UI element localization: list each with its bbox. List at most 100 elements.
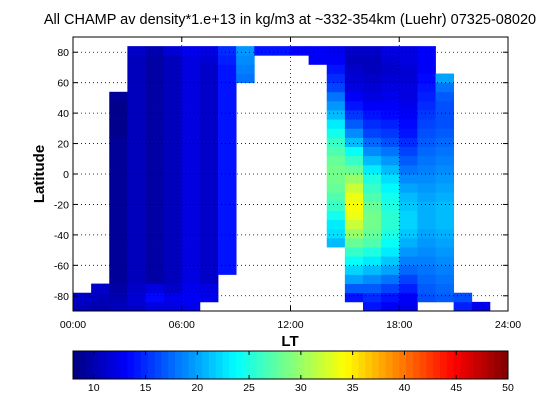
colorbar-swatch [215,351,224,379]
heatmap-cell [163,210,183,221]
heatmap-cell [109,237,128,248]
heatmap-cell [199,155,219,166]
heatmap-cell [181,164,201,175]
colorbar-swatch [127,351,135,379]
y-tick-label: 60 [57,78,69,90]
heatmap-cell [199,110,219,120]
heatmap-cell [399,64,418,74]
heatmap-cell [127,265,146,275]
heatmap-cell [218,247,237,257]
heatmap-cell [218,82,237,93]
heatmap-cell [381,301,400,312]
colorbar-swatch [236,351,244,379]
heatmap-cell [344,100,364,111]
grid-lines [73,37,508,311]
colorbar-swatch [310,351,319,379]
heatmap-cell [363,46,382,56]
x-tick-label: 12:00 [277,319,303,331]
heatmap-cell [381,100,400,111]
heatmap-cell [199,100,219,111]
heatmap-cell [381,292,400,303]
colorbar-swatch [406,351,414,379]
heatmap-cell [381,247,400,257]
heatmap-cell [145,292,165,303]
heatmap-cell [326,228,346,239]
heatmap-cell [199,201,219,211]
heatmap-cell [127,274,146,284]
heatmap-cell [218,265,237,275]
heatmap-cell [417,100,436,111]
heatmap-cell [435,237,455,248]
colorbar-swatch [304,351,312,379]
heatmap-cell [163,119,183,129]
heatmap-cell [145,100,165,111]
heatmap-cell [199,137,219,147]
heatmap-cell [344,164,364,175]
heatmap-cell [435,174,455,184]
heatmap-cell [417,73,436,84]
heatmap-cell [145,301,165,312]
heatmap-cell [326,100,346,111]
heatmap-cell [218,219,237,230]
colorbar-tick-label: 20 [191,382,203,394]
heatmap-cell [417,46,436,56]
heatmap-cell [163,64,183,74]
heatmap-cell [163,265,183,275]
heatmap-cell [381,256,400,266]
heatmap-cell [127,164,146,175]
y-tick-label: 20 [57,139,69,151]
heatmap-cell [109,301,128,312]
colorbar-swatch [460,351,468,379]
colorbar-swatch [256,351,264,379]
heatmap-cell [326,137,346,147]
heatmap-cell [181,55,201,65]
heatmap-cell [163,137,183,147]
x-axis-label: LT [281,333,298,350]
heatmap-cell [145,192,165,202]
heatmap-cell [381,274,400,284]
heatmap-cell [218,146,237,157]
heatmap-cell [109,100,128,111]
heatmap-cell [344,256,364,266]
heatmap-cell [199,292,219,303]
heatmap-cell [163,46,183,56]
heatmap-cell [399,137,418,147]
colorbar-swatch [73,351,81,379]
heatmap-cell [344,137,364,147]
heatmap-cell [127,192,146,202]
colorbar-swatch [474,351,482,379]
heatmap-cell [435,265,455,275]
heatmap-cell [218,164,237,175]
heatmap-cell [435,146,455,157]
heatmap-cell [417,274,436,284]
heatmap-cell [181,219,201,230]
heatmap-cell [181,46,201,56]
heatmap-cell [381,283,400,294]
heatmap-cell [381,110,400,120]
heatmap-cell [181,174,201,184]
y-tick-label: -40 [54,230,69,242]
heatmap-cell [199,256,219,266]
heatmap-cell [399,265,418,275]
colorbar-tick-label: 10 [88,382,100,394]
heatmap-cell [218,46,237,56]
colorbar-swatch [358,351,366,379]
colorbar-swatch [467,351,475,379]
heatmap-cell [417,237,436,248]
heatmap-cell [145,91,165,102]
heatmap-cell [417,164,436,175]
colorbar-swatch [86,351,94,379]
heatmap-cell [127,183,146,193]
heatmap-cell [109,201,128,211]
heatmap-cell [453,292,473,303]
heatmap-cell [417,219,436,230]
heatmap-cell [163,256,183,266]
colorbar-swatch [276,351,285,379]
heatmap-cell [181,155,201,166]
heatmap-cell [109,219,128,230]
heatmap-cell [399,183,418,193]
heatmap-cell [145,228,165,239]
heatmap-cell [163,155,183,166]
colorbar-swatch [494,351,502,379]
heatmap-cell [199,210,219,221]
